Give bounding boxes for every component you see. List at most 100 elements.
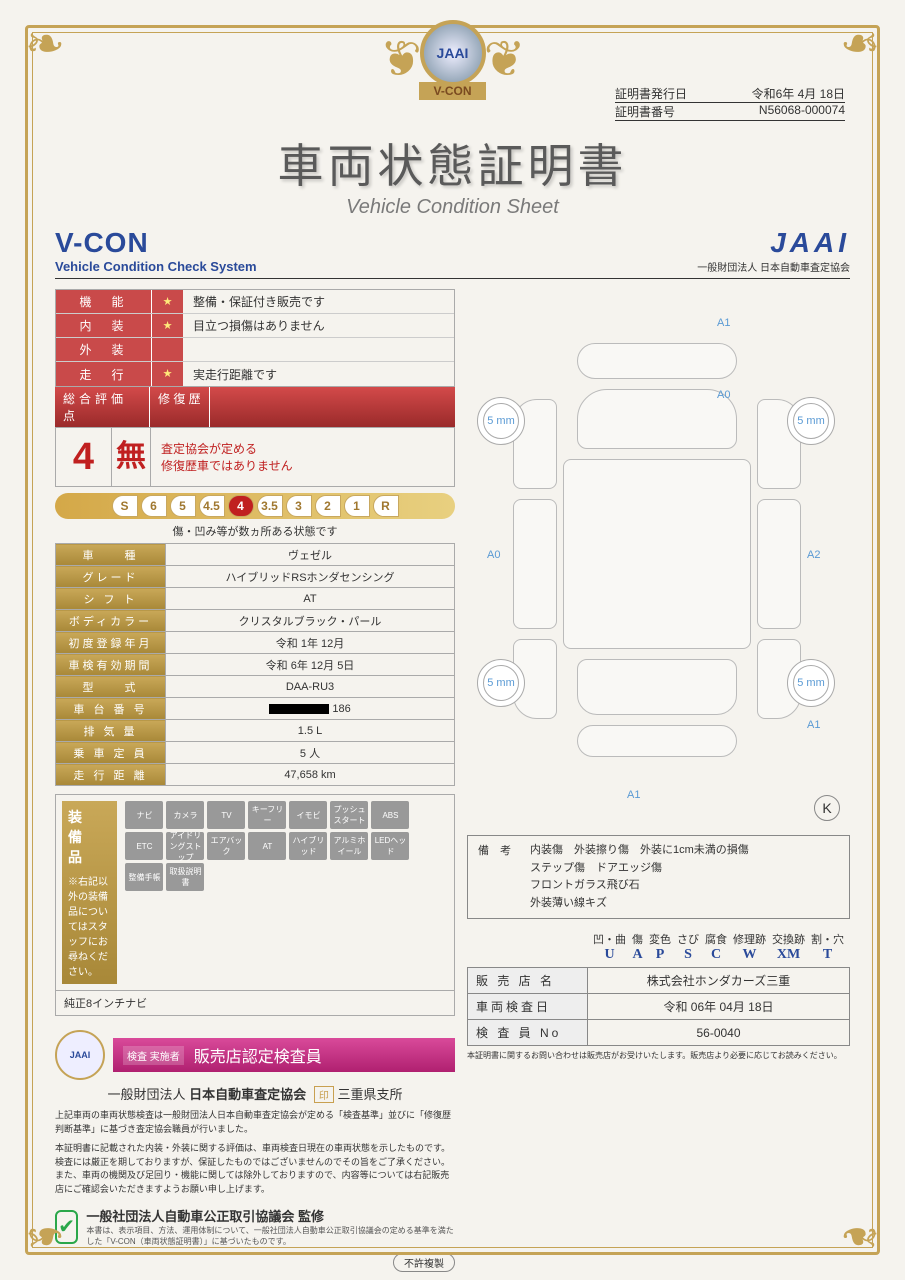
spec-value: ハイブリッドRSホンダセンシング: [166, 566, 455, 588]
rating-row: 外 装: [56, 338, 454, 362]
dealer-value: 56-0040: [588, 1020, 850, 1046]
equipment-extra: 純正8インチナビ: [55, 991, 455, 1016]
score-header: 総合評価点 修 復 歴: [55, 387, 455, 427]
grade-pill: 2: [315, 495, 341, 517]
redacted-block: [269, 704, 329, 714]
spec-value: AT: [166, 588, 455, 610]
no-reproduce-badge: 不許複製: [393, 1253, 455, 1272]
repair-note: 査定協会が定める 修復歴車ではありません: [151, 440, 303, 474]
cert-tag: 検査 実施者: [123, 1046, 184, 1065]
spec-label: 排 気 量: [56, 720, 166, 742]
spec-row: 走 行 距 離 47,658 km: [56, 764, 455, 786]
endorse-sub: 本書は、表示項目、方法、運用体制について、一般社団法人自動車公正取引協議会の定め…: [86, 1225, 455, 1247]
spec-value: 186: [166, 698, 455, 720]
grade-pill: S: [112, 495, 138, 517]
equipment-chip: ナビ: [125, 801, 163, 829]
damage-label: A0: [717, 389, 730, 401]
spec-label: 走 行 距 離: [56, 764, 166, 786]
repair-note-l1: 査定協会が定める: [161, 440, 293, 457]
spec-label: 初度登録年月: [56, 632, 166, 654]
score-head-left: 総合評価点: [55, 387, 150, 427]
cert-no-value: N56068-000074: [705, 103, 845, 120]
spec-row: グレード ハイブリッドRSホンダセンシング: [56, 566, 455, 588]
jaai-logo: JAAI: [697, 227, 850, 259]
spec-value: 1.5 L: [166, 720, 455, 742]
rating-star-icon: ★: [151, 362, 183, 386]
car-door-l: [513, 499, 557, 629]
car-door-r: [757, 499, 801, 629]
spec-label: 車 種: [56, 544, 166, 566]
damage-label: A1: [807, 719, 820, 731]
equipment-chip: 取扱説明書: [166, 863, 204, 891]
issue-date-label: 証明書発行日: [615, 85, 705, 102]
rating-tag: 走 行: [56, 362, 151, 386]
subtitle: Vehicle Condition Sheet: [55, 196, 850, 219]
equipment-grid: ナビカメラTVキーフリーイモビプッシュスタートABSETCアイドリングストップエ…: [125, 801, 448, 984]
equipment-chip: LEDヘッド: [371, 832, 409, 860]
equipment-chip: AT: [248, 832, 286, 860]
spec-value: 47,658 km: [166, 764, 455, 786]
damage-label: A1: [627, 789, 640, 801]
rating-row: 機 能 ★ 整備・保証付き販売です: [56, 290, 454, 314]
remarks-body: 内装傷 外装擦り傷 外装に1cm未満の損傷ステップ傷 ドアエッジ傷フロントガラス…: [530, 842, 839, 912]
grade-pill: 3: [286, 495, 312, 517]
remarks-label: 備 考: [478, 842, 518, 912]
grade-pill: 4.5: [199, 495, 225, 517]
car-trunk: [577, 659, 737, 715]
equipment-chip: イモビ: [289, 801, 327, 829]
spec-row: 初度登録年月 令和 1年 12月: [56, 632, 455, 654]
equipment-chip: エアバック: [207, 832, 245, 860]
legend-item: 割・穴T: [811, 931, 844, 963]
emblem-ribbon: V-CON: [419, 82, 485, 100]
grade-pill: 6: [141, 495, 167, 517]
spec-value: DAA-RU3: [166, 676, 455, 698]
spec-row: ボディカラー クリスタルブラック・パール: [56, 610, 455, 632]
main-title: 車両状態証明書: [55, 130, 850, 196]
legend-item: 交換跡XM: [772, 931, 805, 963]
equipment-chip: キーフリー: [248, 801, 286, 829]
cert-stamp-icon: 印: [314, 1086, 334, 1103]
certification-banner: JAAI 検査 実施者 販売店認定検査員: [55, 1030, 455, 1080]
grade-scale: S654.543.5321R: [55, 493, 455, 519]
spec-row: シ フ ト AT: [56, 588, 455, 610]
car-front-bumper: [577, 343, 737, 379]
spec-row: 車 台 番 号 186: [56, 698, 455, 720]
car-diagram: 5 mm 5 mm 5 mm 5 mm K A1A0A0A2A1A1: [467, 289, 850, 829]
spec-label: グレード: [56, 566, 166, 588]
equipment-chip: TV: [207, 801, 245, 829]
equipment-label-col: 装 備 品 ※右記以外の装備品についてはスタッフにお尋ねください。: [62, 801, 117, 984]
cert-no-label: 証明書番号: [615, 103, 705, 120]
rating-star-icon: ★: [151, 314, 183, 337]
spec-value: 令和 6年 12月 5日: [166, 654, 455, 676]
dealer-value: 令和 06年 04月 18日: [588, 994, 850, 1020]
rating-tag: 機 能: [56, 290, 151, 313]
vcon-tagline: Vehicle Condition Check System: [55, 259, 257, 274]
vcon-brand: V-CON Vehicle Condition Check System: [55, 227, 257, 274]
rating-tag: 外 装: [56, 338, 151, 361]
rating-row: 走 行 ★ 実走行距離です: [56, 362, 454, 386]
spec-label: 車 台 番 号: [56, 698, 166, 720]
ornament-corner: ❧: [10, 1200, 80, 1270]
wheel-fr: 5 mm: [787, 397, 835, 445]
cert-org: 日本自動車査定協会: [189, 1087, 306, 1102]
equipment-chip: 整備手帳: [125, 863, 163, 891]
equipment-chip: ハイブリッド: [289, 832, 327, 860]
rating-star-icon: ★: [151, 290, 183, 313]
overall-score: 4: [56, 436, 111, 479]
spec-label: 型 式: [56, 676, 166, 698]
equipment-title: 装 備 品: [68, 807, 111, 867]
rating-desc: 実走行距離です: [183, 366, 277, 383]
cert-banner-text: 販売店認定検査員: [194, 1043, 322, 1067]
k-mark: K: [814, 795, 840, 821]
spec-value: クリスタルブラック・パール: [166, 610, 455, 632]
ornament-corner: ❧: [10, 10, 80, 80]
car-roof: [563, 459, 751, 649]
spec-value: ヴェゼル: [166, 544, 455, 566]
score-head-right: 修 復 歴: [150, 387, 210, 427]
spec-value: 5 人: [166, 742, 455, 764]
grade-pill: R: [373, 495, 399, 517]
spec-row: 型 式 DAA-RU3: [56, 676, 455, 698]
spec-row: 乗 車 定 員 5 人: [56, 742, 455, 764]
issue-date-value: 令和6年 4月 18日: [705, 85, 845, 102]
equipment-chip: ETC: [125, 832, 163, 860]
